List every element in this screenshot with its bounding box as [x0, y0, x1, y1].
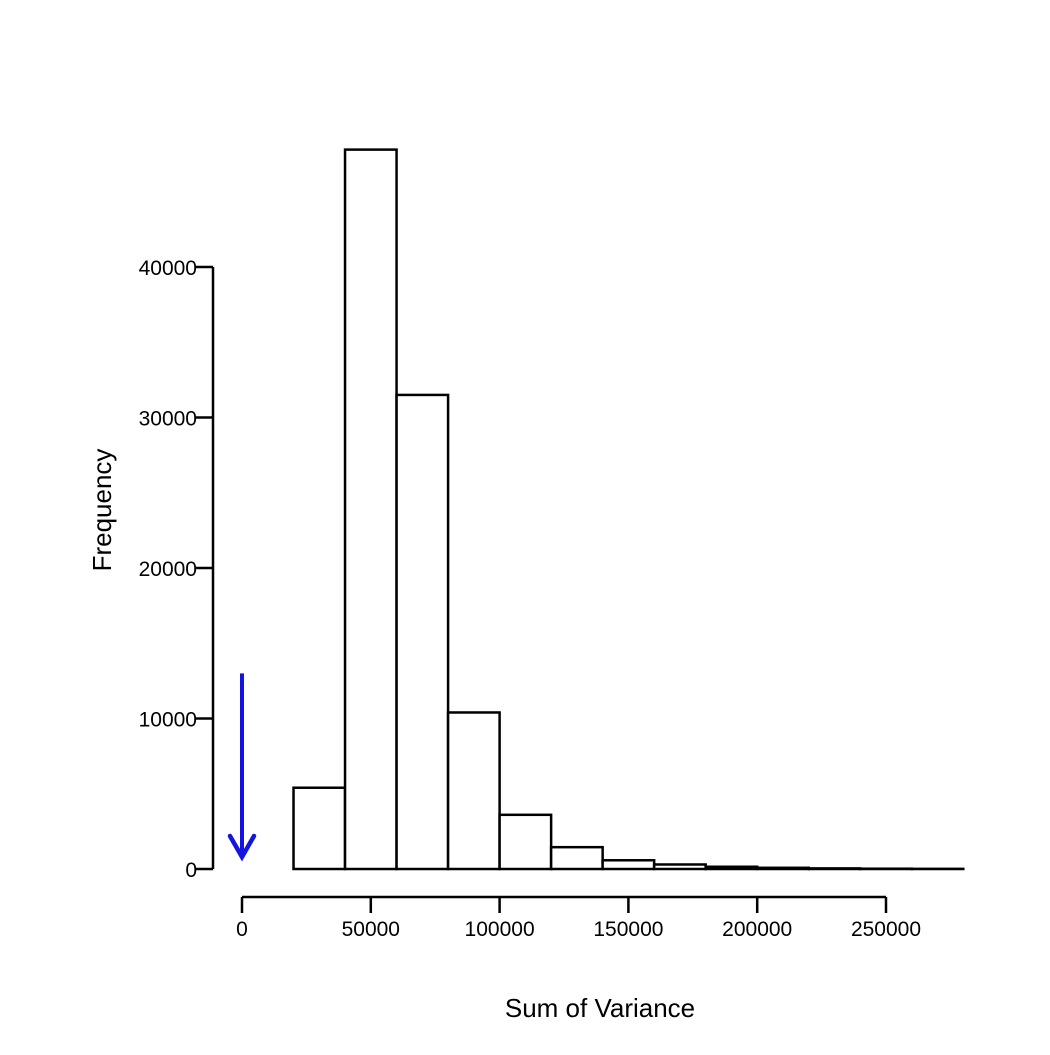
histogram-bar [809, 868, 861, 869]
histogram-bar [551, 847, 603, 869]
y-tick-label: 30000 [139, 408, 197, 431]
x-axis-title: Sum of Variance [505, 993, 695, 1023]
x-tick-label: 250000 [851, 918, 921, 941]
histogram-bar [448, 712, 500, 869]
histogram-bar [654, 864, 706, 869]
y-tick-label: 10000 [139, 709, 197, 732]
x-tick-label: 50000 [342, 918, 400, 941]
x-axis: 0 50000 100000 150000 200000 250000 [236, 897, 921, 941]
histogram-bar [345, 150, 397, 869]
histogram-bar [294, 788, 346, 869]
y-tick-label: 0 [185, 859, 197, 882]
annotation-layer [230, 673, 254, 857]
histogram-bar [397, 395, 449, 869]
x-tick-label: 150000 [593, 918, 663, 941]
y-tick-label: 20000 [139, 558, 197, 581]
y-axis-title: Frequency [87, 449, 117, 572]
x-tick-label: 200000 [722, 918, 792, 941]
histogram-bar [706, 867, 758, 869]
x-tick-label: 0 [236, 918, 248, 941]
histogram-bar [500, 815, 552, 869]
down-arrow-icon [230, 673, 254, 857]
histogram-bar [757, 868, 809, 869]
histogram-bar [603, 860, 655, 869]
x-tick-label: 100000 [465, 918, 535, 941]
bars-layer [294, 150, 964, 869]
y-tick-label: 40000 [139, 257, 197, 280]
y-axis: 0 10000 20000 30000 40000 [139, 257, 213, 882]
